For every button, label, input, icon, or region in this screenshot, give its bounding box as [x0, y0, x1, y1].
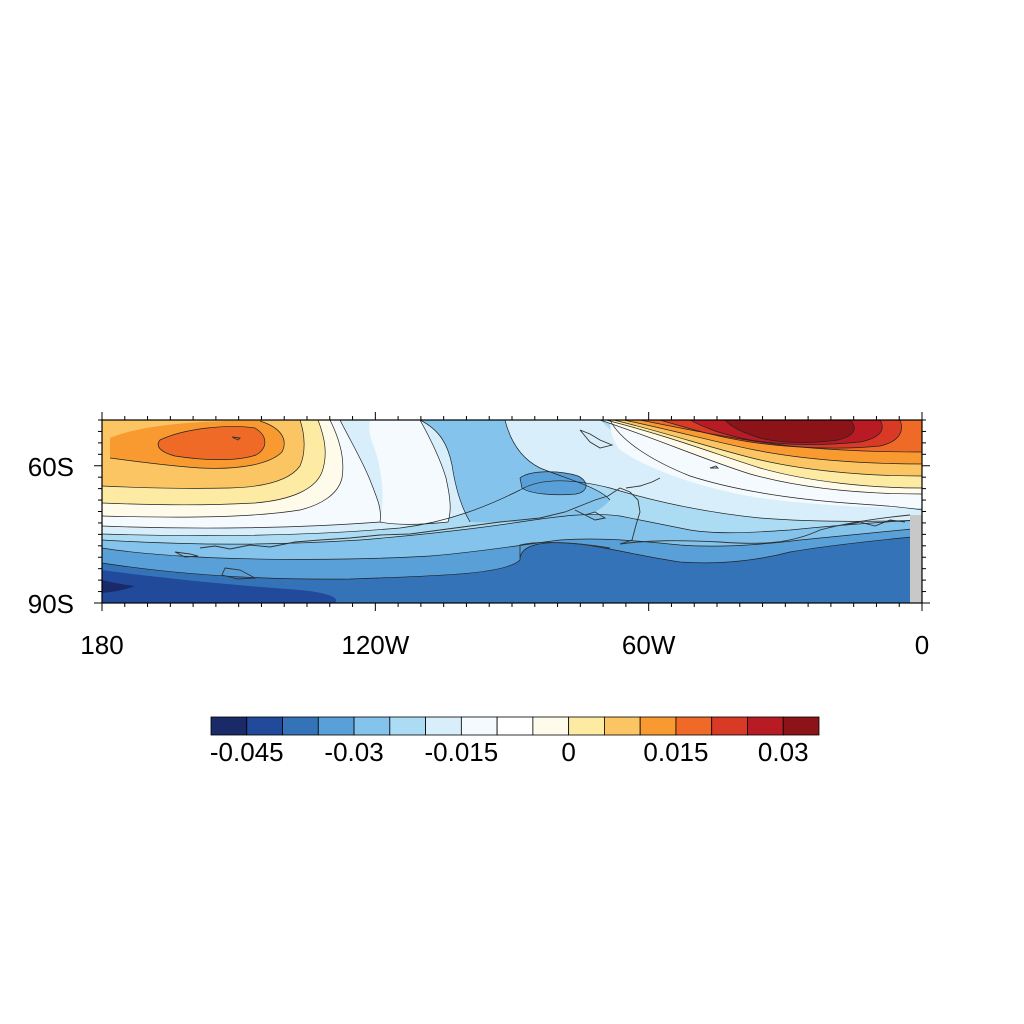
y-tick-label: 60S: [28, 452, 74, 482]
colorbar-swatch: [711, 716, 748, 736]
colorbar-swatch: [496, 716, 534, 736]
contour-fill-neg-050: [102, 580, 135, 593]
contour-lines: [102, 420, 922, 580]
colorbar-swatch: [568, 716, 605, 736]
colorbar-labels: -0.045 -0.03 -0.015 0 0.015 0.03: [210, 737, 809, 767]
colorbar: [210, 716, 820, 736]
contour-fill-neg-005-b: [369, 420, 451, 525]
colorbar-label: -0.045: [210, 737, 284, 767]
axis-ticks: [94, 412, 930, 611]
contour-fill-pos-020: [158, 426, 265, 460]
colorbar-swatch: [246, 716, 283, 736]
colorbar-label: -0.03: [324, 737, 383, 767]
contour-fill-neg-020-center: [420, 420, 610, 523]
colorbar-swatch: [532, 716, 570, 736]
colorbar-swatch: [460, 716, 498, 736]
colorbar-swatch: [604, 716, 641, 736]
colorbar-swatch: [282, 716, 319, 736]
colorbar-swatch: [782, 716, 820, 736]
missing-data-strip: [910, 515, 922, 603]
x-tick-label: 0: [915, 630, 929, 660]
colorbar-swatch: [747, 716, 784, 736]
x-tick-label: 60W: [622, 630, 676, 660]
colorbar-swatch: [210, 716, 248, 736]
x-tick-label: 120W: [341, 630, 409, 660]
colorbar-swatch: [639, 716, 677, 736]
colorbar-swatch: [675, 716, 713, 736]
coastlines: [174, 429, 911, 580]
colorbar-swatch: [425, 716, 462, 736]
colorbar-label: 0.03: [758, 737, 809, 767]
contour-fill-neg-025-center: [520, 471, 587, 495]
colorbar-swatch: [389, 716, 426, 736]
y-tick-label: 90S: [28, 589, 74, 619]
x-tick-labels: 180 120W 60W 0: [80, 630, 929, 660]
colorbar-label: -0.015: [424, 737, 498, 767]
contour-map: [102, 420, 922, 603]
contour-fill-neg-045: [102, 570, 337, 603]
x-tick-label: 180: [80, 630, 123, 660]
colorbar-label: 0.015: [643, 737, 708, 767]
colorbar-label: 0: [561, 737, 575, 767]
y-tick-labels: 60S 90S: [28, 452, 74, 619]
colorbar-swatch: [317, 716, 355, 736]
colorbar-swatch: [353, 716, 391, 736]
